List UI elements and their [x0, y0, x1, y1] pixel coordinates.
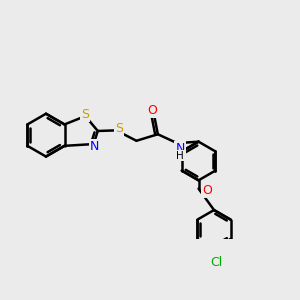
- Text: N: N: [90, 140, 100, 153]
- Text: N: N: [176, 142, 185, 155]
- Text: O: O: [202, 184, 212, 197]
- Text: S: S: [115, 122, 123, 135]
- Text: Cl: Cl: [210, 256, 223, 269]
- Text: O: O: [147, 104, 157, 117]
- Text: H: H: [176, 151, 184, 160]
- Text: S: S: [81, 107, 89, 121]
